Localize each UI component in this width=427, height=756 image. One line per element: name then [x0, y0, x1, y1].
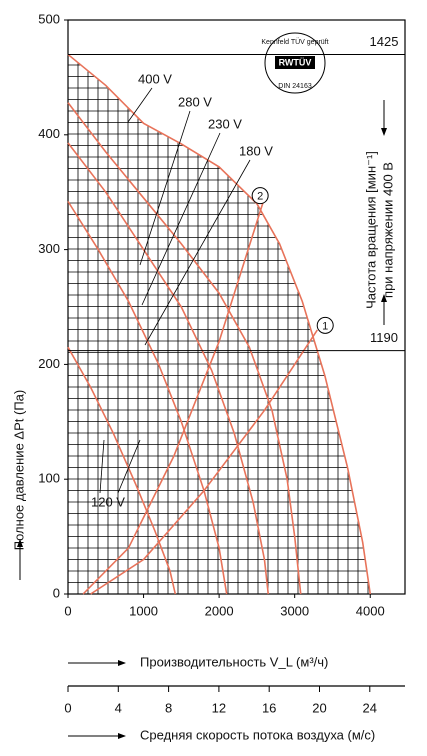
operating-point-label: 1 — [322, 320, 328, 332]
leader-line — [117, 439, 141, 494]
x-axis-label: Производительность V_L (м³/ч) — [140, 654, 328, 669]
x-tick-label: 1000 — [129, 603, 158, 618]
fan-curve — [67, 102, 302, 595]
y-tick-label: 300 — [38, 241, 60, 256]
y-tick-label: 500 — [38, 11, 60, 26]
fan-curve — [67, 200, 228, 595]
x2-axis-label: Средняя скорость потока воздуха (м/с) — [140, 727, 375, 742]
right-label: при напряжении 400 В — [380, 162, 395, 298]
operating-point — [251, 187, 269, 205]
leader-line — [139, 110, 191, 266]
system-curve — [82, 197, 266, 595]
right-label: Частота вращения [мин⁻¹] — [363, 151, 378, 309]
series-label: 400 V — [138, 71, 172, 86]
leader-line — [127, 87, 153, 123]
x2-tick-label: 4 — [115, 700, 122, 715]
x-tick-label: 4000 — [356, 603, 385, 618]
y-tick-label: 0 — [53, 585, 60, 600]
x-tick-label: 0 — [64, 603, 71, 618]
leader-line — [141, 132, 221, 306]
logo-ring: Kennfeld TÜV geprüft — [261, 38, 328, 46]
plot-frame — [67, 19, 406, 595]
x2-tick-label: 12 — [212, 700, 226, 715]
y-tick-label: 100 — [38, 471, 60, 486]
x2-tick-label: 20 — [312, 700, 326, 715]
y-axis-label: Полное давление ΔPt (Па) — [11, 390, 26, 550]
operating-point-label: 2 — [257, 191, 263, 203]
series-label: 120 V — [91, 494, 125, 509]
speed-label: 1425 — [370, 34, 399, 49]
x-tick-label: 2000 — [205, 603, 234, 618]
leader-line — [99, 439, 105, 494]
x-tick-label: 3000 — [280, 603, 309, 618]
x2-tick-label: 0 — [64, 700, 71, 715]
series-label: 230 V — [208, 116, 242, 131]
leader-line — [144, 159, 251, 346]
logo-bottom: DIN 24163 — [278, 83, 312, 90]
logo-center: RWTÜV — [279, 57, 312, 67]
logo: Kennfeld TÜV geprüft RWTÜV DIN 24163 — [261, 32, 329, 94]
speed-label: 1190 — [370, 330, 398, 345]
fan-curve — [67, 53, 372, 595]
x2-tick-label: 8 — [165, 700, 172, 715]
series-label: 180 V — [239, 143, 273, 158]
y-tick-label: 200 — [38, 356, 60, 371]
x2-tick-label: 24 — [363, 700, 377, 715]
y-tick-label: 400 — [38, 126, 60, 141]
x2-tick-label: 16 — [262, 700, 276, 715]
operating-point — [316, 316, 334, 334]
fan-curve — [67, 142, 270, 595]
series-label: 280 V — [178, 94, 212, 109]
fan-curve — [67, 346, 177, 595]
